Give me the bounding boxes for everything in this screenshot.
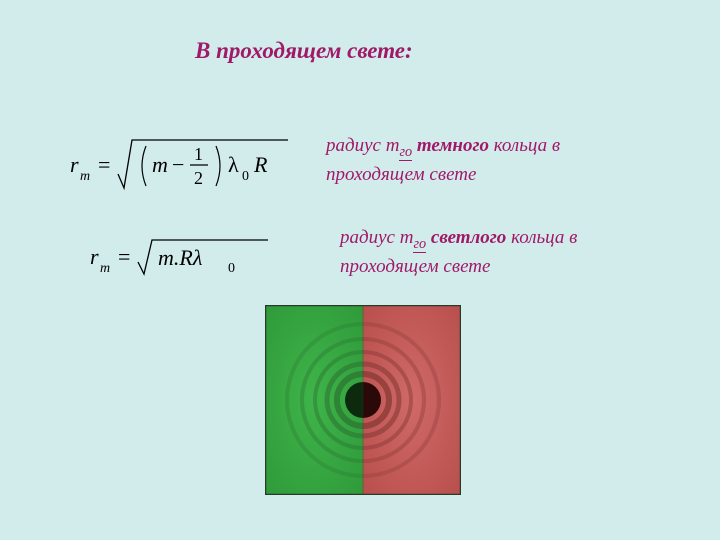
svg-text:λ: λ	[228, 152, 239, 177]
d1-sub: го	[399, 144, 412, 161]
f1-R: R	[253, 152, 268, 177]
f2-lhs-var: r	[90, 244, 99, 269]
desc-light-ring: радиус mго светлого кольца в проходящем …	[340, 225, 680, 280]
d2-prefix: радиус m	[340, 227, 413, 248]
newton-rings-diagram	[265, 305, 461, 495]
page-title: В проходящем свете:	[195, 38, 413, 64]
formula-dark-ring: r m = m − 1 2 λ 0 R	[70, 130, 300, 202]
f2-under: m.Rλ	[158, 245, 202, 270]
f1-frac-den: 2	[194, 168, 203, 188]
f1-lhs-sub: m	[80, 169, 90, 184]
f1-lhs-var: r	[70, 152, 79, 177]
formula-light-ring: r m = m.Rλ 0	[90, 232, 280, 280]
f1-frac-num: 1	[194, 144, 203, 164]
d2-sub: го	[413, 236, 426, 253]
f2-lambda-sub: 0	[228, 261, 235, 276]
f1-lambda-sub: 0	[242, 169, 249, 184]
desc-dark-ring: радиус mго темного кольца в проходящем с…	[326, 133, 636, 188]
d1-prefix: радиус m	[326, 135, 399, 156]
f1-m: m	[152, 152, 168, 177]
svg-text:=: =	[118, 244, 130, 269]
d2-bold: светлого	[431, 227, 506, 248]
d1-bold: темного	[417, 135, 489, 156]
f2-lhs-sub: m	[100, 261, 110, 276]
svg-text:=: =	[98, 152, 110, 177]
svg-text:−: −	[172, 152, 184, 177]
